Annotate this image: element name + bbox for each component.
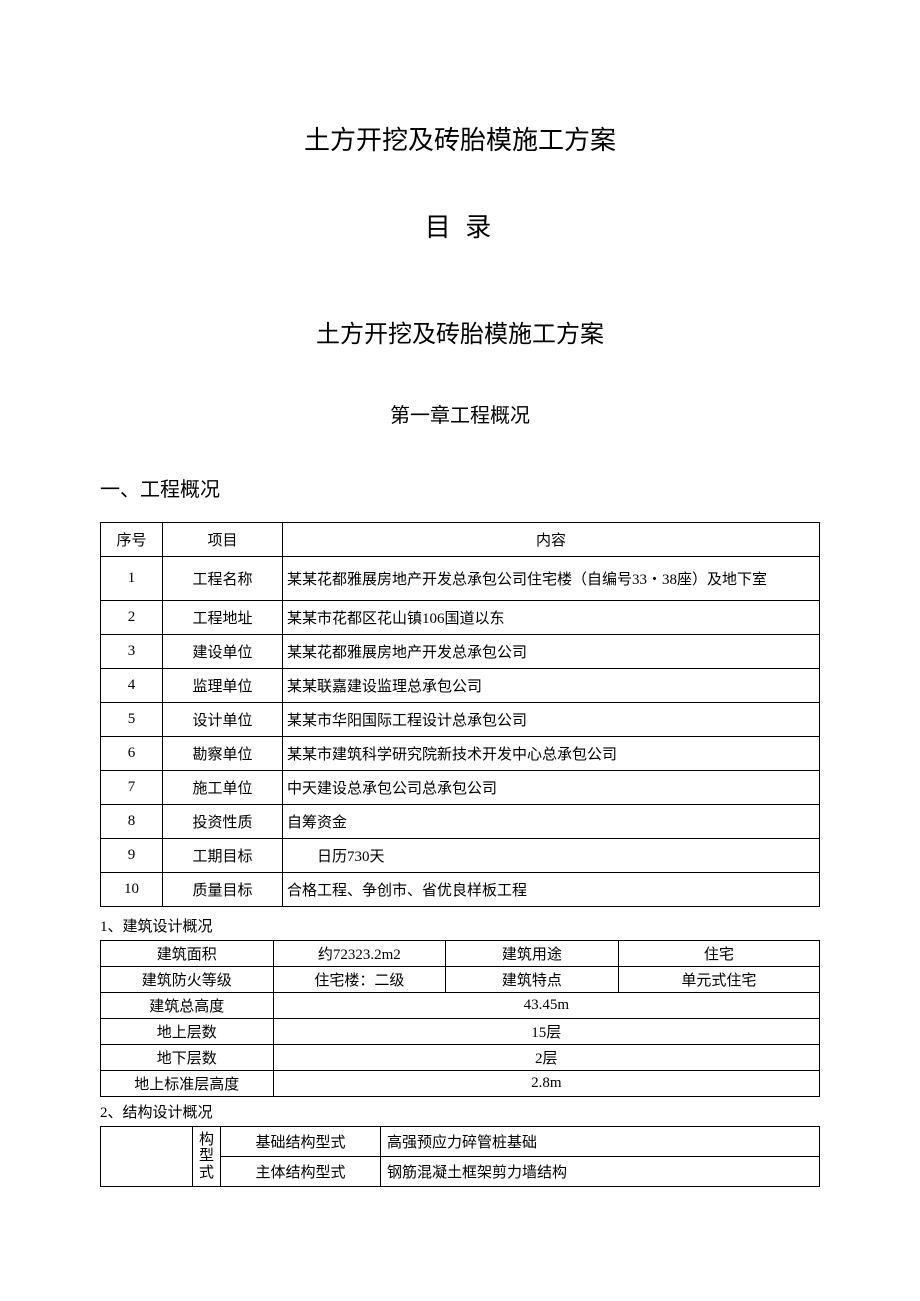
cell-index: 2 — [101, 601, 163, 635]
cell-index: 1 — [101, 557, 163, 601]
struct-design-heading: 2、结构设计概况 — [100, 1101, 820, 1122]
table-row: 地上标准层高度 2.8m — [101, 1071, 820, 1097]
cell-label: 建筑总高度 — [101, 993, 274, 1019]
vertical-label: 构型式 — [193, 1127, 221, 1187]
cell-value: 约72323.2m2 — [273, 941, 446, 967]
spacer-cell — [101, 1127, 193, 1187]
arch-design-heading: 1、建筑设计概况 — [100, 915, 820, 936]
table-row: 10 质量目标 合格工程、争创市、省优良样板工程 — [101, 873, 820, 907]
cell-value: 2.8m — [273, 1071, 819, 1097]
struct-design-table: 构型式 基础结构型式 高强预应力碎管桩基础 主体结构型式 钢筋混凝土框架剪力墙结… — [100, 1126, 820, 1187]
cell-item: 质量目标 — [163, 873, 283, 907]
cell-label: 建筑特点 — [446, 967, 619, 993]
cell-value: 高强预应力碎管桩基础 — [381, 1127, 820, 1157]
cell-index: 10 — [101, 873, 163, 907]
cell-value: 2层 — [273, 1045, 819, 1071]
table-row: 9 工期目标 日历730天 — [101, 839, 820, 873]
document-subtitle: 土方开挖及砖胎模施工方案 — [100, 314, 820, 349]
table-row: 6 勘察单位 某某市建筑科学研究院新技术开发中心总承包公司 — [101, 737, 820, 771]
cell-value: 住宅楼：二级 — [273, 967, 446, 993]
cell-content: 某某市华阳国际工程设计总承包公司 — [283, 703, 820, 737]
cell-content: 某某市建筑科学研究院新技术开发中心总承包公司 — [283, 737, 820, 771]
cell-item: 工程地址 — [163, 601, 283, 635]
table-row: 2 工程地址 某某市花都区花山镇106国道以东 — [101, 601, 820, 635]
document-title: 土方开挖及砖胎模施工方案 — [100, 120, 820, 157]
cell-value: 43.45m — [273, 993, 819, 1019]
arch-design-table: 建筑面积 约72323.2m2 建筑用途 住宅 建筑防火等级 住宅楼：二级 建筑… — [100, 940, 820, 1097]
cell-index: 5 — [101, 703, 163, 737]
cell-content: 合格工程、争创市、省优良样板工程 — [283, 873, 820, 907]
cell-content: 某某联嘉建设监理总承包公司 — [283, 669, 820, 703]
table-row: 5 设计单位 某某市华阳国际工程设计总承包公司 — [101, 703, 820, 737]
cell-content: 日历730天 — [283, 839, 820, 873]
table-header-index: 序号 — [101, 523, 163, 557]
cell-index: 4 — [101, 669, 163, 703]
cell-item: 建设单位 — [163, 635, 283, 669]
cell-label: 建筑面积 — [101, 941, 274, 967]
cell-item: 勘察单位 — [163, 737, 283, 771]
cell-item: 工期目标 — [163, 839, 283, 873]
table-row: 建筑总高度 43.45m — [101, 993, 820, 1019]
toc-heading: 目 录 — [100, 207, 820, 244]
cell-label: 地上标准层高度 — [101, 1071, 274, 1097]
project-overview-table: 序号 项目 内容 1 工程名称 某某花都雅展房地产开发总承包公司住宅楼（自编号3… — [100, 522, 820, 907]
table-row: 构型式 基础结构型式 高强预应力碎管桩基础 — [101, 1127, 820, 1157]
table-row: 1 工程名称 某某花都雅展房地产开发总承包公司住宅楼（自编号33・38座）及地下… — [101, 557, 820, 601]
cell-content: 中天建设总承包公司总承包公司 — [283, 771, 820, 805]
cell-index: 3 — [101, 635, 163, 669]
table-row: 建筑防火等级 住宅楼：二级 建筑特点 单元式住宅 — [101, 967, 820, 993]
cell-value: 钢筋混凝土框架剪力墙结构 — [381, 1157, 820, 1187]
table-row: 地上层数 15层 — [101, 1019, 820, 1045]
table-row: 7 施工单位 中天建设总承包公司总承包公司 — [101, 771, 820, 805]
table-row: 地下层数 2层 — [101, 1045, 820, 1071]
table-row: 4 监理单位 某某联嘉建设监理总承包公司 — [101, 669, 820, 703]
cell-content: 某某花都雅展房地产开发总承包公司住宅楼（自编号33・38座）及地下室 — [283, 557, 820, 601]
table-header-item: 项目 — [163, 523, 283, 557]
cell-item: 设计单位 — [163, 703, 283, 737]
cell-label: 基础结构型式 — [221, 1127, 381, 1157]
cell-value: 15层 — [273, 1019, 819, 1045]
cell-value: 住宅 — [618, 941, 819, 967]
cell-label: 主体结构型式 — [221, 1157, 381, 1187]
table-row: 建筑面积 约72323.2m2 建筑用途 住宅 — [101, 941, 820, 967]
cell-item: 投资性质 — [163, 805, 283, 839]
cell-item: 监理单位 — [163, 669, 283, 703]
cell-content: 某某花都雅展房地产开发总承包公司 — [283, 635, 820, 669]
cell-label: 建筑防火等级 — [101, 967, 274, 993]
chapter-heading: 第一章工程概况 — [100, 399, 820, 428]
table-row: 8 投资性质 自筹资金 — [101, 805, 820, 839]
cell-index: 8 — [101, 805, 163, 839]
cell-item: 施工单位 — [163, 771, 283, 805]
cell-label: 地上层数 — [101, 1019, 274, 1045]
table-row: 序号 项目 内容 — [101, 523, 820, 557]
table-row: 3 建设单位 某某花都雅展房地产开发总承包公司 — [101, 635, 820, 669]
section-heading-overview: 一、工程概况 — [100, 473, 820, 502]
cell-content: 某某市花都区花山镇106国道以东 — [283, 601, 820, 635]
cell-item: 工程名称 — [163, 557, 283, 601]
cell-index: 6 — [101, 737, 163, 771]
cell-index: 9 — [101, 839, 163, 873]
table-header-content: 内容 — [283, 523, 820, 557]
cell-content: 自筹资金 — [283, 805, 820, 839]
cell-index: 7 — [101, 771, 163, 805]
cell-label: 地下层数 — [101, 1045, 274, 1071]
cell-value: 单元式住宅 — [618, 967, 819, 993]
cell-label: 建筑用途 — [446, 941, 619, 967]
